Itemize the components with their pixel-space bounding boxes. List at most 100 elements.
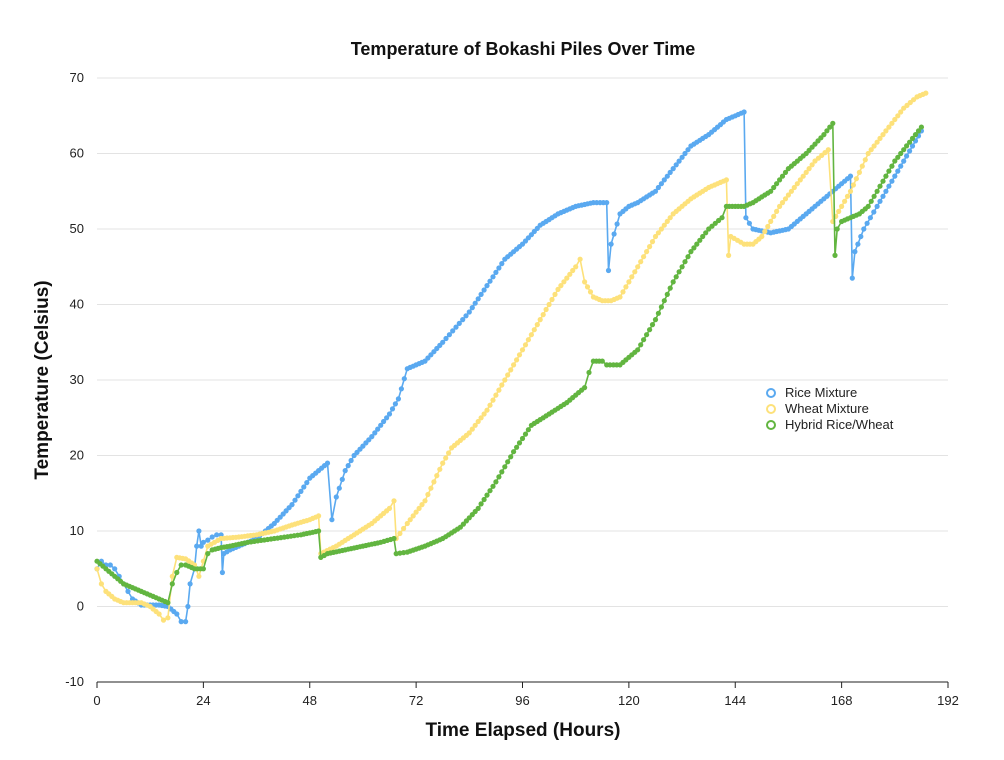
x-tick-label: 96 xyxy=(515,693,529,708)
data-point xyxy=(853,176,860,182)
data-point xyxy=(849,275,855,281)
data-point xyxy=(864,220,870,226)
data-point xyxy=(652,233,659,240)
data-point xyxy=(558,283,564,289)
data-point xyxy=(880,132,886,138)
data-point xyxy=(907,148,913,154)
data-point xyxy=(774,208,780,214)
data-point xyxy=(679,154,685,160)
data-point xyxy=(508,367,514,373)
data-point xyxy=(469,426,475,432)
data-point xyxy=(487,488,493,494)
data-point xyxy=(428,485,434,491)
data-point xyxy=(453,324,459,330)
data-point xyxy=(525,337,532,343)
data-point xyxy=(834,226,840,232)
data-point xyxy=(797,177,803,183)
data-point xyxy=(481,496,487,503)
data-point xyxy=(856,169,863,175)
data-point xyxy=(329,517,335,523)
data-point xyxy=(391,498,397,504)
data-point xyxy=(567,271,573,277)
data-point xyxy=(413,509,419,515)
data-point xyxy=(889,120,895,126)
data-point xyxy=(649,239,656,245)
legend-marker-wheat-mixture xyxy=(766,404,776,414)
data-point xyxy=(788,188,795,194)
data-point xyxy=(889,163,895,169)
data-point xyxy=(510,449,517,455)
data-point xyxy=(791,184,797,191)
legend-label-hybrid-rice-wheat: Hybrid Rice/Wheat xyxy=(785,417,894,432)
data-point xyxy=(499,469,505,475)
legend-marker-rice-mixture xyxy=(766,388,776,398)
data-point xyxy=(889,178,895,184)
data-point xyxy=(156,611,162,617)
data-point xyxy=(605,267,612,274)
data-point xyxy=(165,600,171,606)
data-point xyxy=(895,113,901,119)
data-point xyxy=(443,335,449,342)
data-point xyxy=(187,581,193,587)
data-point xyxy=(886,124,892,130)
data-point xyxy=(466,430,472,436)
data-point xyxy=(522,342,529,348)
x-tick-label: 168 xyxy=(831,693,853,708)
data-point xyxy=(880,193,886,199)
data-point xyxy=(658,181,665,187)
data-point xyxy=(895,154,901,160)
data-point xyxy=(514,357,520,363)
data-point xyxy=(505,459,511,465)
data-point xyxy=(658,226,665,232)
data-point xyxy=(218,532,224,538)
data-point xyxy=(886,183,892,189)
data-point xyxy=(883,128,889,134)
data-point xyxy=(880,178,886,184)
data-point xyxy=(384,415,390,421)
data-point xyxy=(877,183,883,189)
data-point xyxy=(661,177,667,183)
data-point xyxy=(664,173,670,179)
data-point xyxy=(543,306,549,313)
data-point xyxy=(626,279,632,285)
series-wheat-mixture xyxy=(94,90,929,623)
data-point xyxy=(295,493,301,499)
data-point xyxy=(443,455,449,461)
data-point xyxy=(209,534,215,540)
data-point xyxy=(304,480,310,486)
data-point xyxy=(871,209,877,215)
data-point xyxy=(676,269,682,275)
data-point xyxy=(638,342,644,348)
legend-label-rice-mixture: Rice Mixture xyxy=(785,385,857,400)
data-point xyxy=(194,543,200,549)
y-tick-label: 60 xyxy=(70,146,84,161)
data-point xyxy=(667,169,673,175)
data-point xyxy=(185,603,191,610)
x-tick-label: 192 xyxy=(937,693,959,708)
data-point xyxy=(836,208,842,214)
data-point xyxy=(898,109,904,115)
x-tick-label: 120 xyxy=(618,693,640,708)
data-point xyxy=(842,198,848,204)
data-point xyxy=(410,513,416,519)
data-point xyxy=(336,485,342,491)
data-point xyxy=(655,310,662,316)
data-point xyxy=(342,468,348,474)
data-point xyxy=(620,289,626,295)
data-point xyxy=(381,418,387,425)
data-point xyxy=(316,528,322,534)
data-point xyxy=(825,147,831,153)
data-point xyxy=(586,369,592,376)
data-point xyxy=(762,228,768,235)
data-point xyxy=(858,233,864,240)
data-point xyxy=(700,233,706,240)
data-point xyxy=(502,377,508,383)
data-point xyxy=(832,252,838,258)
data-point xyxy=(493,269,499,275)
data-point xyxy=(779,200,786,206)
data-point xyxy=(496,387,502,393)
data-point xyxy=(909,143,916,149)
data-point xyxy=(490,397,496,403)
data-point xyxy=(463,313,469,319)
